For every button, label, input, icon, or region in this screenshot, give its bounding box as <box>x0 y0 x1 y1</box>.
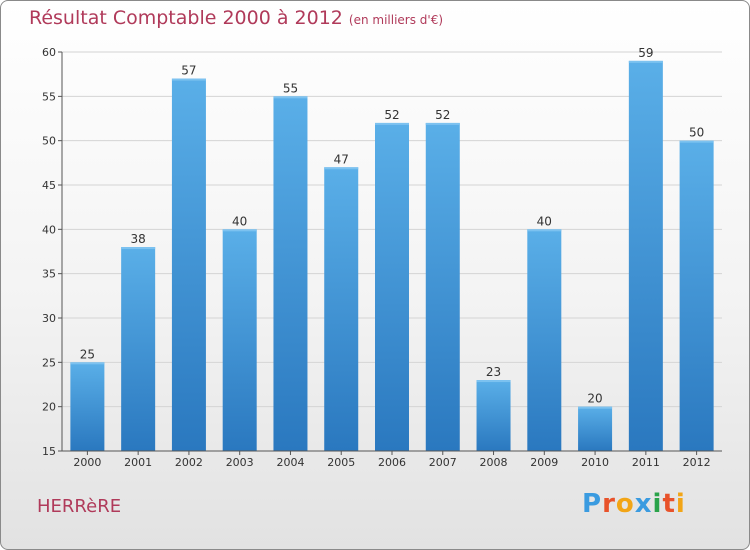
x-tick-label-2006: 2006 <box>378 456 406 469</box>
logo-letter: i <box>652 489 663 519</box>
x-tick-label-2000: 2000 <box>73 456 101 469</box>
bar-top-edge <box>171 78 206 81</box>
bar-top-edge <box>273 96 308 99</box>
bar-2007 <box>425 122 460 451</box>
proxiti-logo: Proxiti <box>582 489 686 519</box>
x-tick-label-2002: 2002 <box>175 456 203 469</box>
bars <box>70 60 714 451</box>
bar-top-edge <box>425 122 460 125</box>
logo-letter: r <box>602 489 616 519</box>
y-tick-label: 50 <box>42 135 56 148</box>
bar-top-edge <box>324 167 359 170</box>
y-tick-label: 60 <box>42 46 56 59</box>
data-label-2003: 40 <box>232 214 247 228</box>
x-tick-label-2004: 2004 <box>276 456 304 469</box>
x-tick-label-2009: 2009 <box>530 456 558 469</box>
bar-2005 <box>324 167 359 451</box>
bar-2001 <box>121 247 156 451</box>
bar-2002 <box>171 78 206 451</box>
data-label-2010: 20 <box>587 392 602 406</box>
bar-top-edge <box>222 229 257 232</box>
y-tick-label: 45 <box>42 179 56 192</box>
x-tick-label-2008: 2008 <box>480 456 508 469</box>
x-tick-label-2001: 2001 <box>124 456 152 469</box>
bar-2006 <box>375 122 409 451</box>
y-tick-label: 55 <box>42 90 56 103</box>
bar-top-edge <box>628 60 663 63</box>
data-label-2009: 40 <box>537 214 552 228</box>
bar-top-edge <box>527 229 562 232</box>
place-name: HERRèRE <box>37 496 122 517</box>
bar-2011 <box>628 60 663 451</box>
bar-top-edge <box>476 380 511 383</box>
chart-title: Résultat Comptable 2000 à 2012 (en millie… <box>29 7 443 29</box>
bar-top-edge <box>578 406 613 409</box>
chart-title-text: Résultat Comptable 2000 à 2012 <box>29 7 343 29</box>
data-labels: 25 38 57 40 55 47 52 52 23 40 20 59 50 <box>80 46 705 406</box>
x-tick-label-2010: 2010 <box>581 456 609 469</box>
y-tick-label: 40 <box>42 223 56 236</box>
logo-letter: i <box>675 489 686 519</box>
axes: 15 20 25 30 35 40 45 50 55 60 2000 2001 2002 2003 2004… <box>42 46 722 469</box>
chart-subtitle: (en milliers d'€) <box>348 13 444 27</box>
data-label-2011: 59 <box>638 46 653 60</box>
y-tick-label: 25 <box>42 356 56 369</box>
bar-2003 <box>222 229 257 451</box>
bar-2009 <box>527 229 562 451</box>
y-tick-label: 20 <box>42 401 56 414</box>
y-tick-label: 15 <box>42 445 56 458</box>
data-label-2004: 55 <box>283 81 298 95</box>
logo-letter: t <box>662 489 676 519</box>
y-tick-label: 35 <box>42 268 56 281</box>
bar-top-edge <box>375 122 409 125</box>
bar-2008 <box>476 380 511 451</box>
data-label-2000: 25 <box>80 347 95 361</box>
logo-letter: o <box>615 489 635 519</box>
logo-letter: x <box>634 489 653 519</box>
logo-letter: P <box>582 489 603 519</box>
x-tick-label-2005: 2005 <box>327 456 355 469</box>
bar-top-edge <box>121 247 156 250</box>
x-tick-label-2011: 2011 <box>632 456 660 469</box>
data-label-2008: 23 <box>486 365 501 379</box>
data-label-2006: 52 <box>384 108 399 122</box>
bar-top-edge <box>70 362 105 365</box>
x-tick-label-2003: 2003 <box>226 456 254 469</box>
bar-2012 <box>679 140 714 451</box>
data-label-2012: 50 <box>689 126 704 140</box>
data-label-2005: 47 <box>334 152 349 166</box>
bar-2004 <box>273 96 308 451</box>
data-label-2001: 38 <box>131 232 146 246</box>
y-tick-label: 30 <box>42 312 56 325</box>
x-tick-label-2012: 2012 <box>683 456 711 469</box>
bar-top-edge <box>679 140 714 143</box>
data-label-2007: 52 <box>435 108 450 122</box>
data-label-2002: 57 <box>181 64 196 78</box>
bar-2010 <box>578 406 613 451</box>
x-tick-label-2007: 2007 <box>429 456 457 469</box>
bar-2000 <box>70 362 105 451</box>
